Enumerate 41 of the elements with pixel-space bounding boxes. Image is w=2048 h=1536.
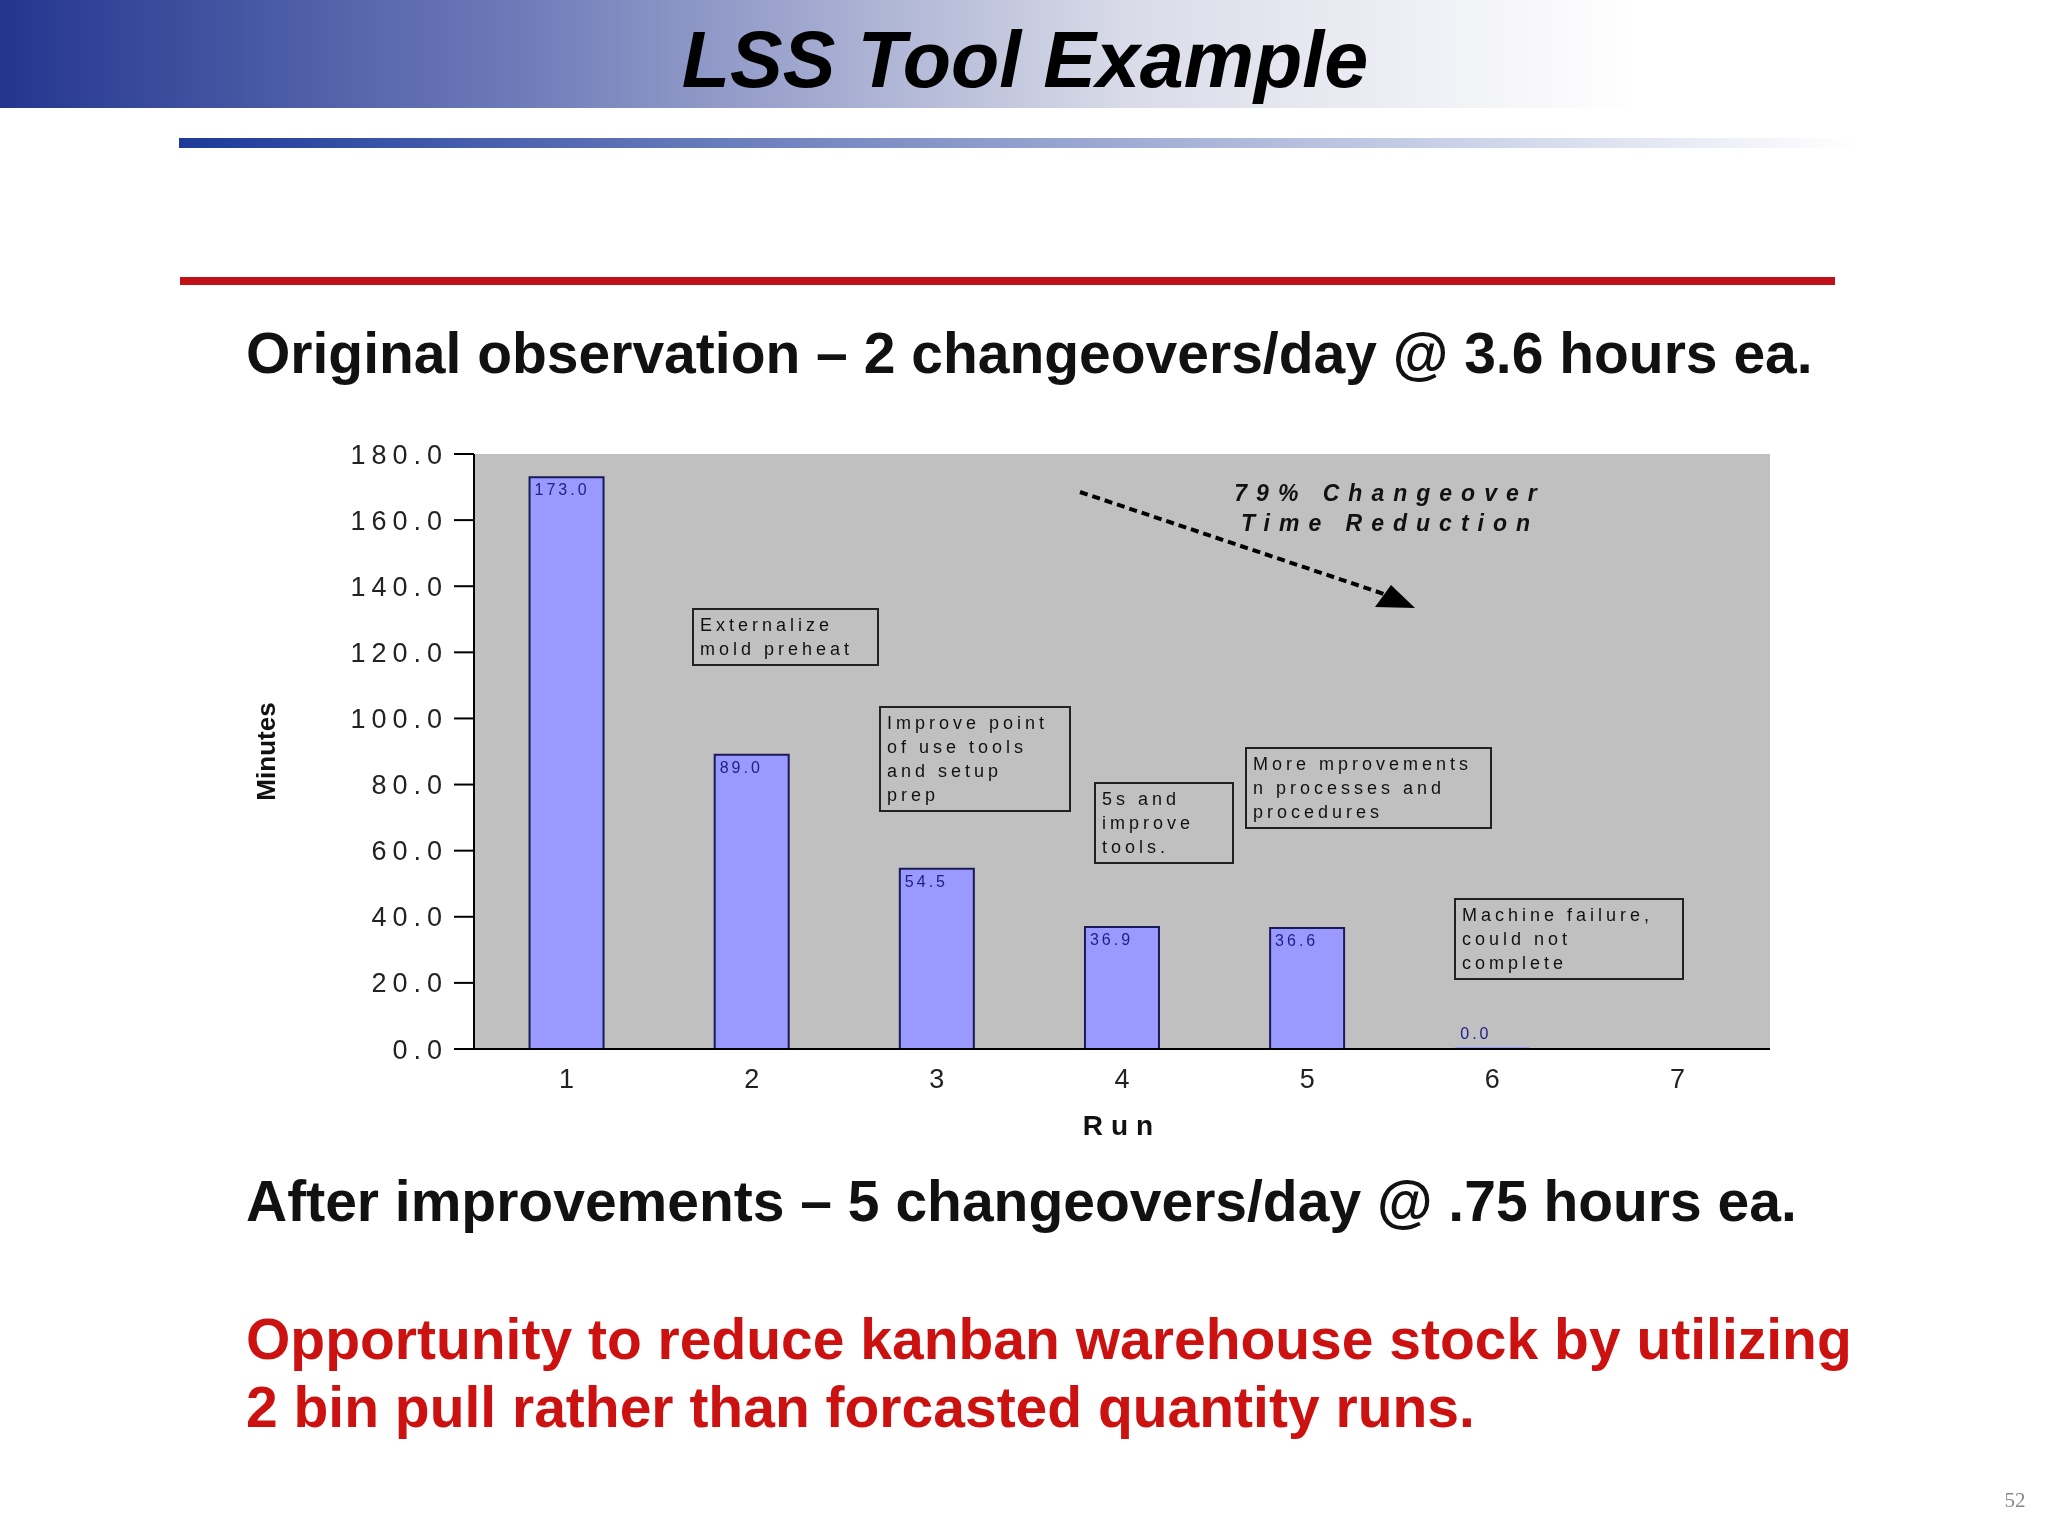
y-tick-label: 80.0 xyxy=(371,770,448,801)
annotation: 79% Changeover Time Reduction xyxy=(1233,479,1547,538)
chart-subtitle: Original observation – 2 changeovers/day @ 3.6 hours ea. xyxy=(246,320,1814,387)
bar xyxy=(898,867,975,1049)
data-label: 36.9 xyxy=(1089,931,1134,950)
bar xyxy=(713,753,790,1049)
y-tick-label: 100.0 xyxy=(350,704,448,735)
annotation: Improve point of use tools and setup prep xyxy=(879,706,1071,812)
x-tick-label: 6 xyxy=(1484,1064,1500,1095)
annotation: 5s and improve tools. xyxy=(1094,782,1234,864)
x-tick-label: 4 xyxy=(1114,1064,1130,1095)
data-label: 54.5 xyxy=(904,872,948,891)
data-label: 89.0 xyxy=(719,758,763,777)
data-label: 0.0 xyxy=(1460,1025,1492,1043)
x-tick-label: 2 xyxy=(744,1064,760,1095)
y-tick-label: 60.0 xyxy=(371,836,448,867)
y-tick-label: 0.0 xyxy=(392,1034,448,1065)
bar xyxy=(1269,927,1346,1049)
y-tick-label: 120.0 xyxy=(350,637,448,668)
x-tick-label: 3 xyxy=(929,1064,945,1095)
text: 52 xyxy=(2003,1488,2027,1513)
x-axis-title: Run xyxy=(1082,1110,1162,1141)
annotation: More mprovements n processes and procedures xyxy=(1245,747,1492,829)
x-tick-label: 7 xyxy=(1669,1064,1685,1095)
bar xyxy=(1083,926,1160,1049)
x-tick-label: 1 xyxy=(559,1064,575,1095)
y-tick-label: 160.0 xyxy=(350,505,448,536)
y-tick-label: 140.0 xyxy=(350,571,448,602)
y-tick-label: 180.0 xyxy=(350,439,448,470)
text: Opportunity to reduce kanban warehouse stock by utilizing 2 bin pull rather than forcasted quantity runs. xyxy=(246,1306,1853,1441)
x-tick-label: 5 xyxy=(1299,1064,1315,1095)
annotation: Externalize mold preheat xyxy=(692,608,879,666)
data-label: 173.0 xyxy=(534,481,590,500)
y-tick-label: 20.0 xyxy=(371,968,448,999)
y-tick-label: 40.0 xyxy=(371,902,448,933)
annotation: Machine failure, could not complete xyxy=(1454,898,1684,980)
text: After improvements – 5 changeovers/day @ .75 hours ea. xyxy=(246,1168,1798,1235)
data-label: 36.6 xyxy=(1275,932,1319,951)
y-axis-title: Minutes xyxy=(251,702,281,801)
chart-title: LSS Tool Example xyxy=(680,14,1370,106)
bar xyxy=(528,476,605,1049)
